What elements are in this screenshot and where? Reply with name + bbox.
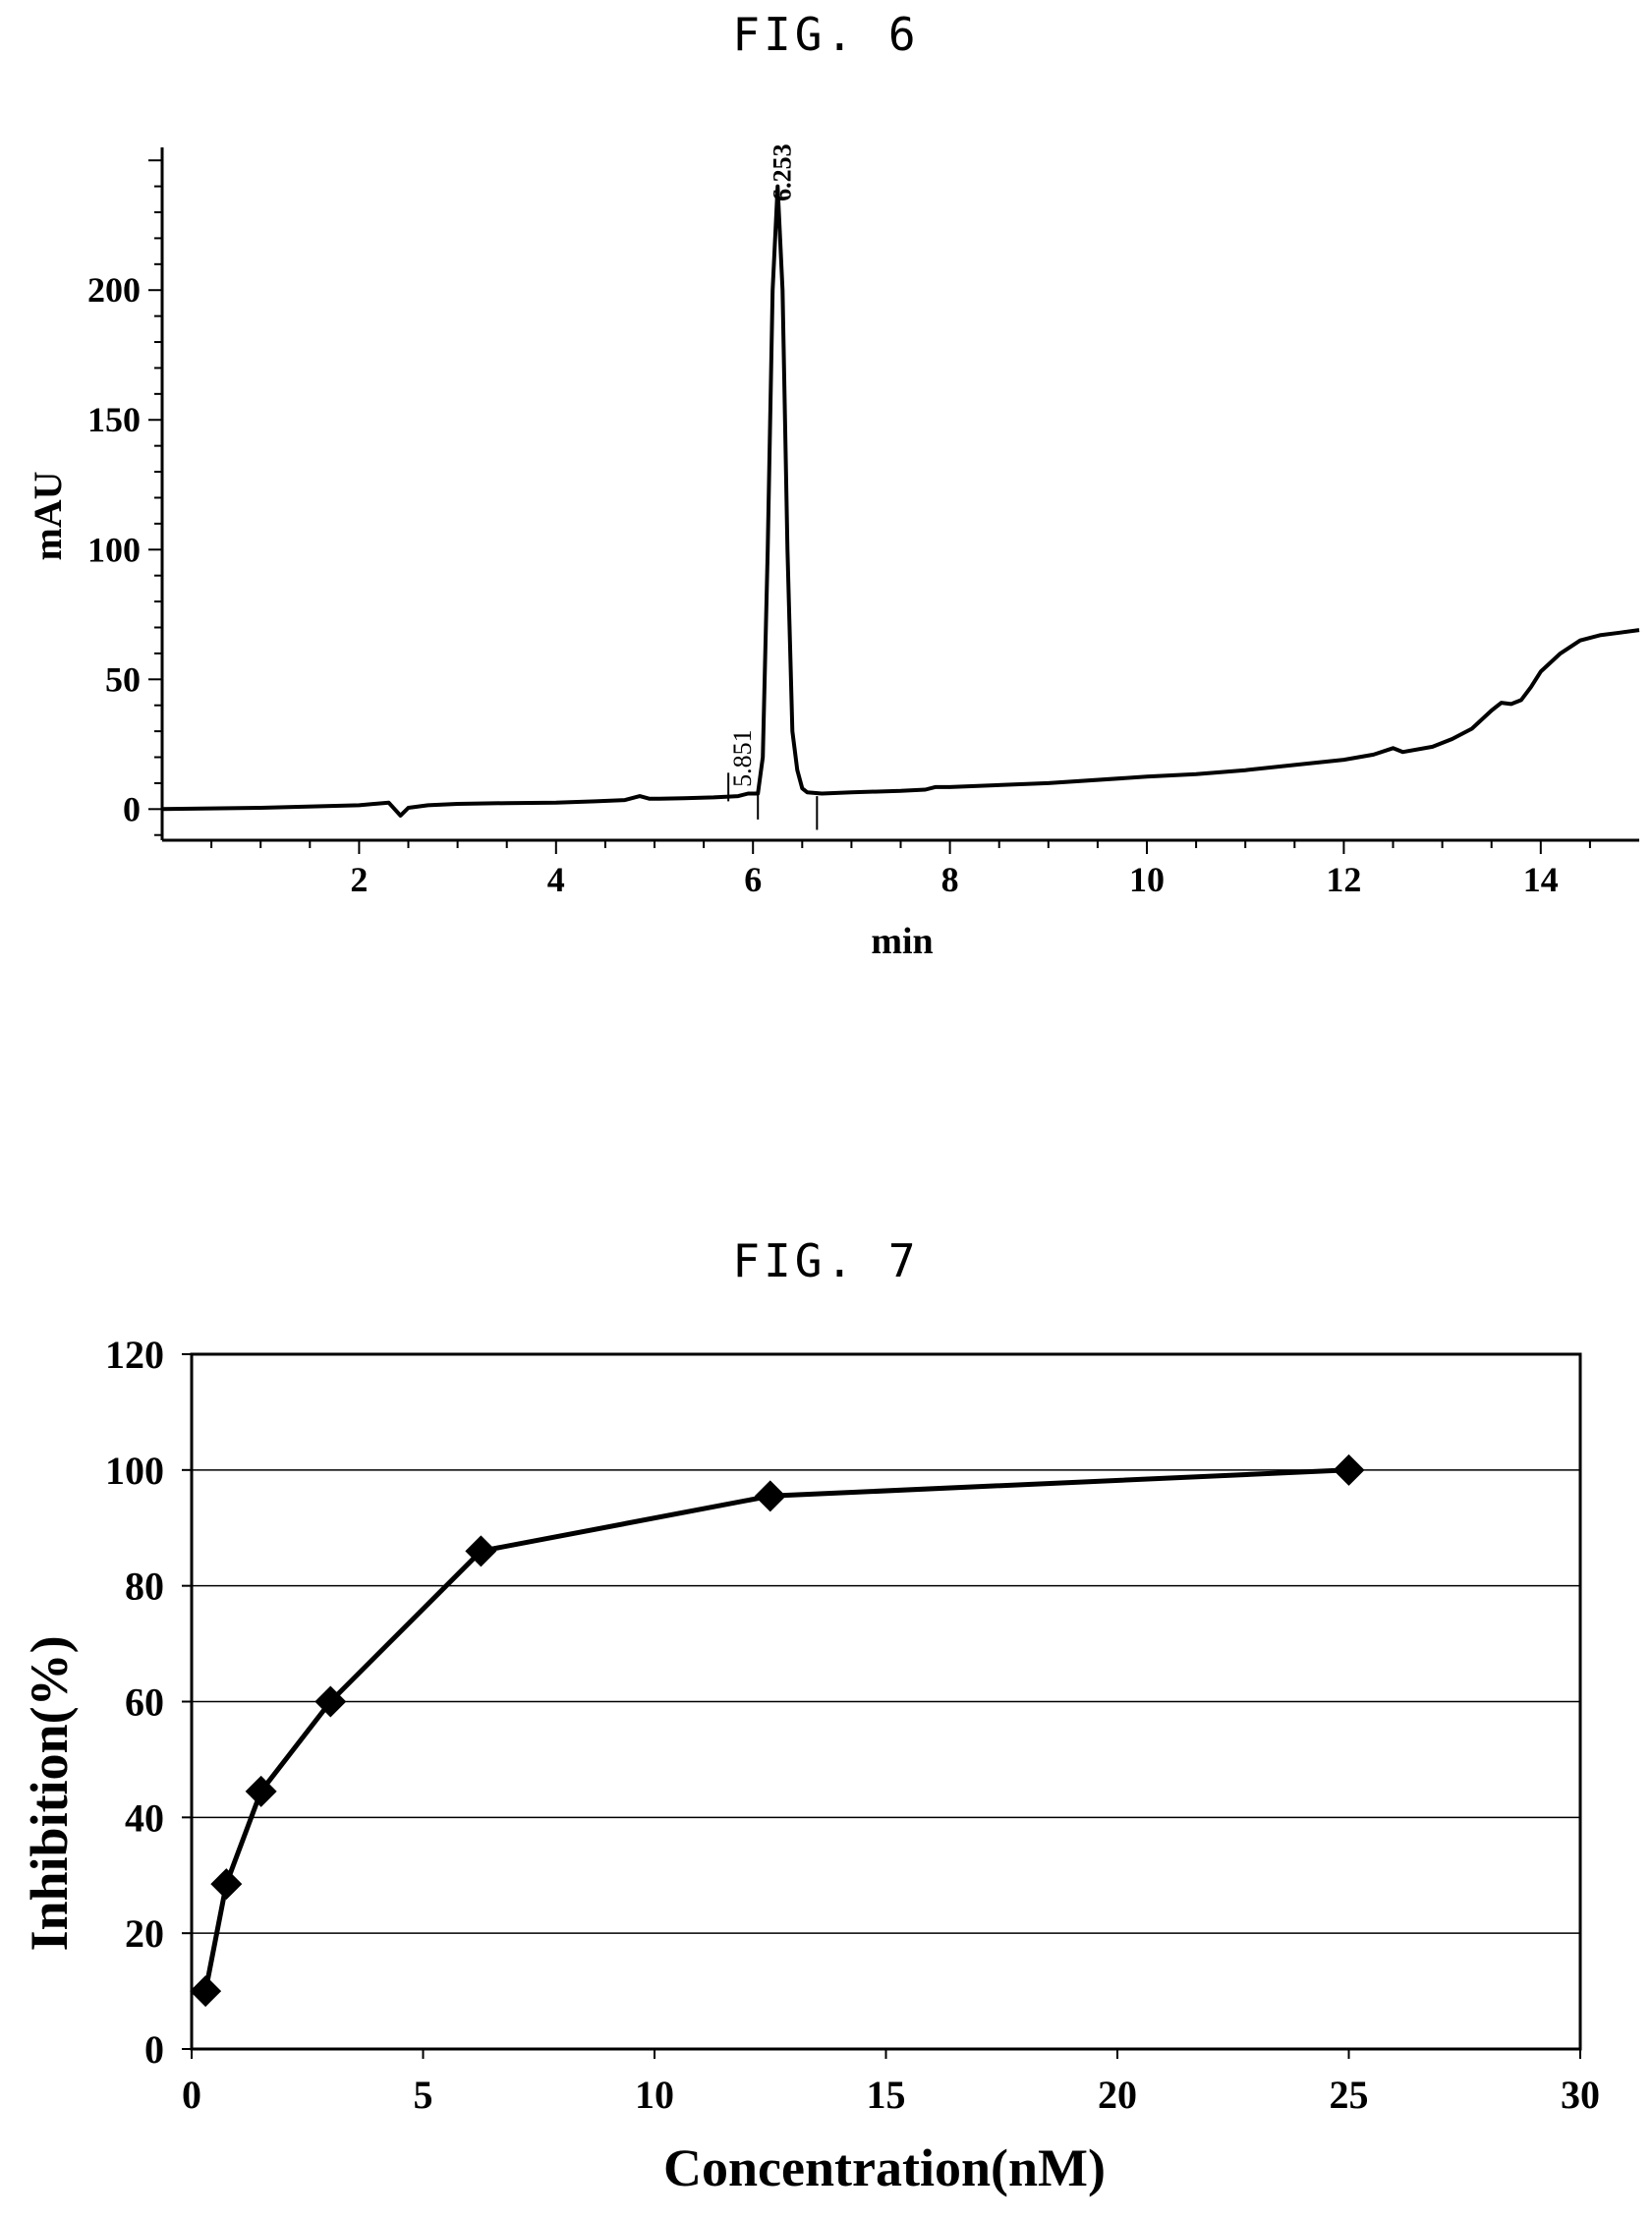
y-tick-label: 20 — [125, 1911, 164, 1956]
fig7-title: FIG. 7 — [732, 1234, 920, 1287]
y-tick-label: 150 — [87, 400, 141, 439]
data-point-marker — [210, 1868, 243, 1901]
x-tick-label: 2 — [350, 860, 368, 899]
peak-label-6253: 6.253 — [768, 143, 796, 201]
x-tick-label: 15 — [867, 2073, 906, 2117]
inhibition-plot-frame — [182, 1352, 1582, 2059]
data-point-marker — [1333, 1453, 1365, 1486]
x-tick-label: 8 — [941, 860, 959, 899]
inhibition-chart: 0 5 10 15 20 25 30 0 20 40 60 80 100 120 Concentratio… — [20, 1333, 1600, 2197]
chromatogram-chart: 2 4 6 8 10 12 14 0 50 100 150 200 6.253 5.851 min mA… — [26, 143, 1640, 962]
y-tick-label: 50 — [105, 659, 141, 699]
x-axis-label: min — [871, 921, 933, 962]
x-tick-label: 25 — [1330, 2073, 1369, 2117]
y-tick-label: 100 — [87, 530, 141, 569]
x-tick-label: 10 — [1129, 860, 1165, 899]
y-tick-label: 80 — [125, 1565, 164, 1609]
peak-annotations: 6.253 5.851 — [728, 143, 796, 786]
chromatogram-axes — [148, 147, 1639, 854]
y-tick-label: 120 — [105, 1333, 164, 1377]
x-tick-label: 20 — [1098, 2073, 1137, 2117]
y-tick-label: 200 — [87, 270, 141, 310]
x-tick-label: 12 — [1326, 860, 1361, 899]
x-tick-label: 0 — [182, 2073, 201, 2117]
peak-label-5851: 5.851 — [728, 729, 757, 787]
data-point-marker — [245, 1775, 277, 1807]
x-axis-label: Concentration(nM) — [663, 2138, 1106, 2197]
data-point-marker — [465, 1535, 497, 1567]
x-tick-label: 30 — [1561, 2073, 1600, 2117]
y-tick-label: 0 — [123, 789, 141, 828]
x-tick-label: 10 — [635, 2073, 674, 2117]
inhibition-series — [190, 1453, 1365, 2008]
y-tick-label: 100 — [105, 1449, 164, 1493]
chromatogram-series — [161, 184, 1640, 830]
chromatogram-trace — [161, 184, 1640, 818]
data-point-marker — [754, 1480, 786, 1512]
data-point-marker — [314, 1685, 347, 1718]
chromatogram-tick-labels: 2 4 6 8 10 12 14 0 50 100 150 200 — [87, 270, 1559, 899]
x-tick-label: 5 — [414, 2073, 433, 2117]
x-tick-label: 4 — [547, 860, 565, 899]
inhibition-line — [202, 1467, 1349, 1992]
y-tick-label: 60 — [125, 1680, 164, 1725]
y-tick-label: 40 — [125, 1795, 164, 1840]
y-axis-label: mAU — [26, 471, 70, 560]
x-tick-label: 6 — [744, 860, 762, 899]
y-axis-label: Inhibition(%) — [20, 1635, 79, 1951]
x-tick-label: 14 — [1523, 860, 1559, 899]
inhibition-gridlines — [192, 1469, 1580, 1934]
inhibition-tick-labels: 0 5 10 15 20 25 30 0 20 40 60 80 100 120 — [105, 1333, 1600, 2117]
data-point-marker — [190, 1975, 222, 2008]
fig6-title: FIG. 6 — [732, 8, 920, 61]
y-tick-label: 0 — [144, 2027, 164, 2072]
